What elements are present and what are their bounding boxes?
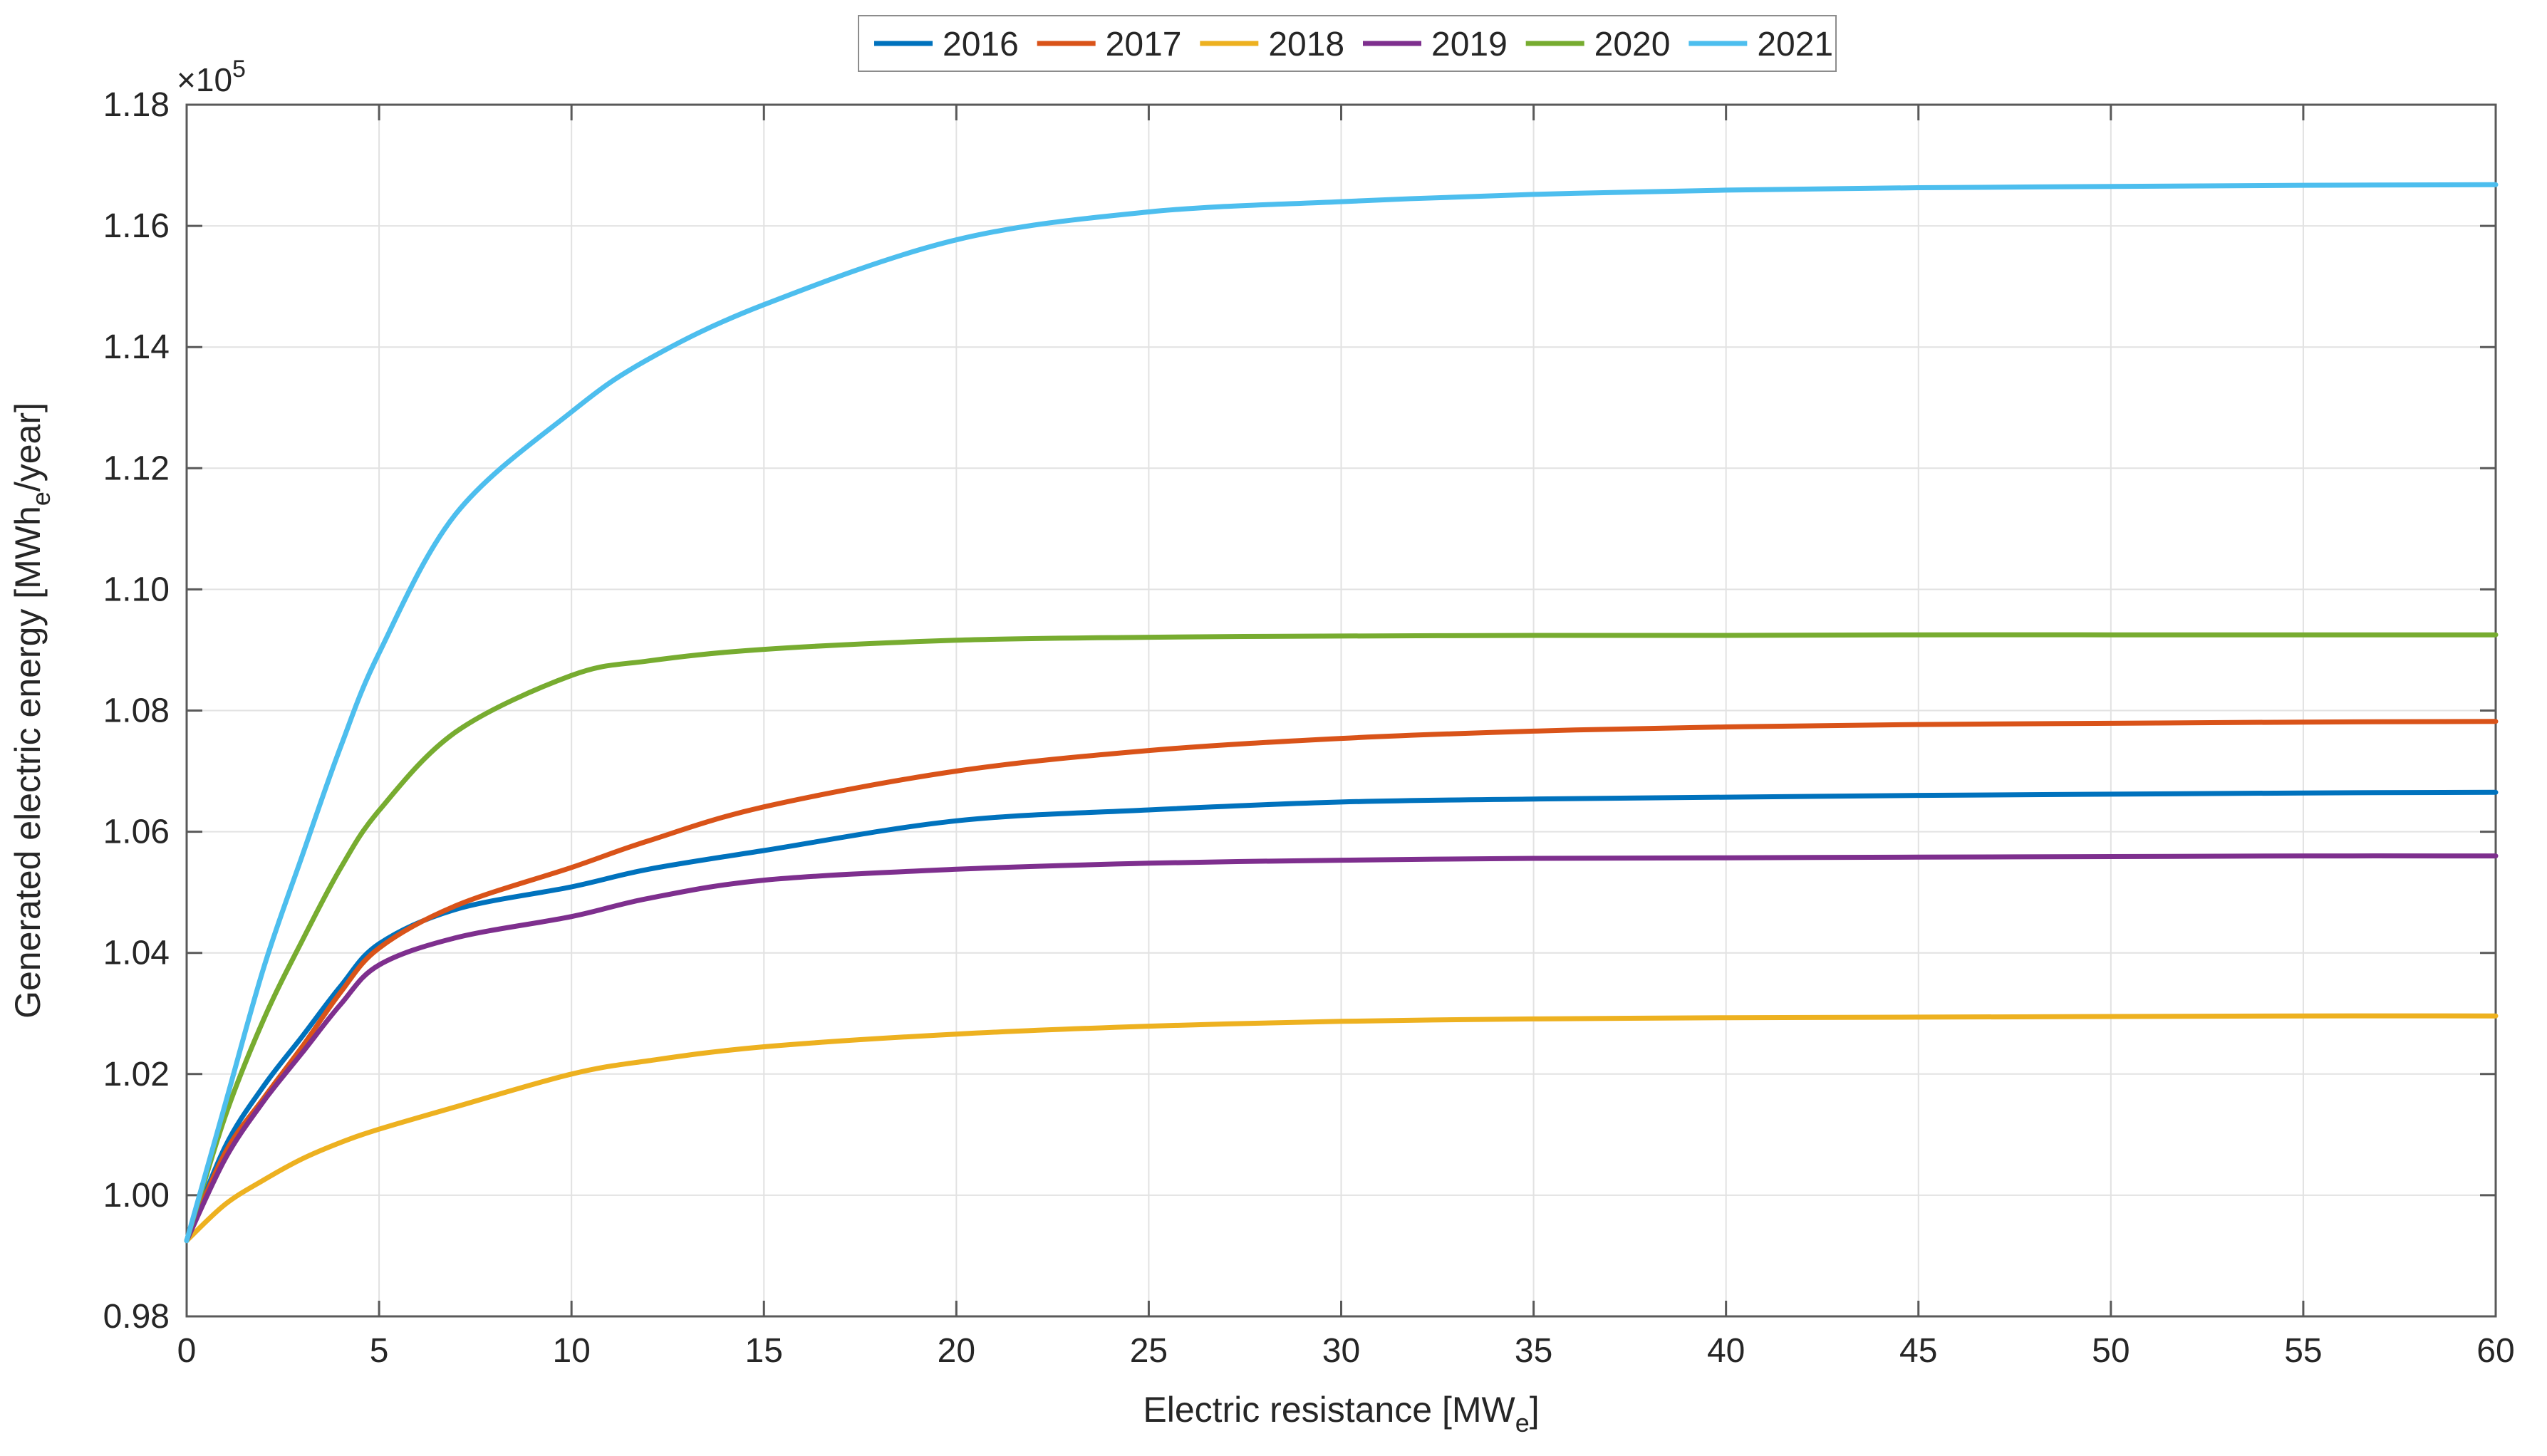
legend: 2016 2017 2018 2019 2020 2021	[858, 15, 1837, 72]
x-tick-labels: 0 5 10 15 20 25 30 35 40 45 50 55 60	[177, 1332, 2515, 1370]
x-tick-label: 55	[2284, 1332, 2322, 1370]
legend-label-2018: 2018	[1268, 26, 1344, 63]
legend-item-2020: 2020	[1525, 26, 1671, 63]
y-tick-label: 1.18	[103, 86, 170, 124]
y-tick-label: 1.16	[103, 207, 170, 245]
y-tick-label: 0.98	[103, 1298, 170, 1336]
series-line-2016	[184, 789, 2499, 1244]
y-tick-label: 1.08	[103, 692, 170, 730]
series-line-2018	[184, 1013, 2499, 1244]
legend-label-2019: 2019	[1431, 26, 1508, 63]
y-tick-label: 1.04	[103, 935, 170, 972]
x-tick-label: 40	[1707, 1332, 1745, 1370]
y-axis-exponent-label: ×105	[177, 56, 246, 98]
legend-item-2016: 2016	[874, 26, 1019, 63]
legend-item-2019: 2019	[1363, 26, 1508, 63]
legend-label-2021: 2021	[1757, 26, 1833, 63]
x-tick-label: 35	[1515, 1332, 1552, 1370]
legend-label-2017: 2017	[1106, 26, 1182, 63]
y-tick-label: 1.02	[103, 1056, 170, 1093]
legend-label-2020: 2020	[1594, 26, 1671, 63]
y-tick-label: 1.12	[103, 449, 170, 487]
y-tick-label: 1.10	[103, 571, 170, 608]
series-line-2017	[184, 719, 2499, 1244]
data-curves	[184, 182, 2499, 1244]
x-axis-title: Electric resistance [MWe]	[1143, 1390, 1539, 1437]
x-tick-label: 45	[1899, 1332, 1937, 1370]
x-tick-label: 20	[938, 1332, 975, 1370]
x-tick-label: 30	[1322, 1332, 1360, 1370]
y-tick-labels: 0.98 1.00 1.02 1.04 1.06 1.08 1.10 1.12 1.14 1.16…	[103, 86, 170, 1336]
gridlines	[187, 105, 2496, 1316]
legend-item-2018: 2018	[1200, 26, 1344, 63]
series-line-2020	[184, 632, 2499, 1244]
y-tick-label: 1.00	[103, 1177, 170, 1215]
x-tick-label: 5	[370, 1332, 389, 1370]
series-line-2019	[184, 853, 2499, 1244]
x-tick-label: 25	[1130, 1332, 1168, 1370]
axis-ticks	[185, 103, 2497, 1318]
x-tick-label: 15	[745, 1332, 783, 1370]
legend-box	[858, 15, 1837, 72]
y-tick-label: 1.06	[103, 813, 170, 851]
legend-label-2016: 2016	[943, 26, 1019, 63]
x-tick-label: 60	[2476, 1332, 2514, 1370]
legend-item-2021: 2021	[1689, 26, 1833, 63]
y-axis-title: Generated electric energy [MWhe/year]	[8, 402, 56, 1019]
legend-item-2017: 2017	[1037, 26, 1182, 63]
x-tick-label: 10	[552, 1332, 590, 1370]
x-tick-label: 50	[2092, 1332, 2130, 1370]
series-line-2021	[184, 182, 2499, 1244]
y-tick-label: 1.14	[103, 328, 170, 366]
x-tick-label: 0	[177, 1332, 197, 1370]
